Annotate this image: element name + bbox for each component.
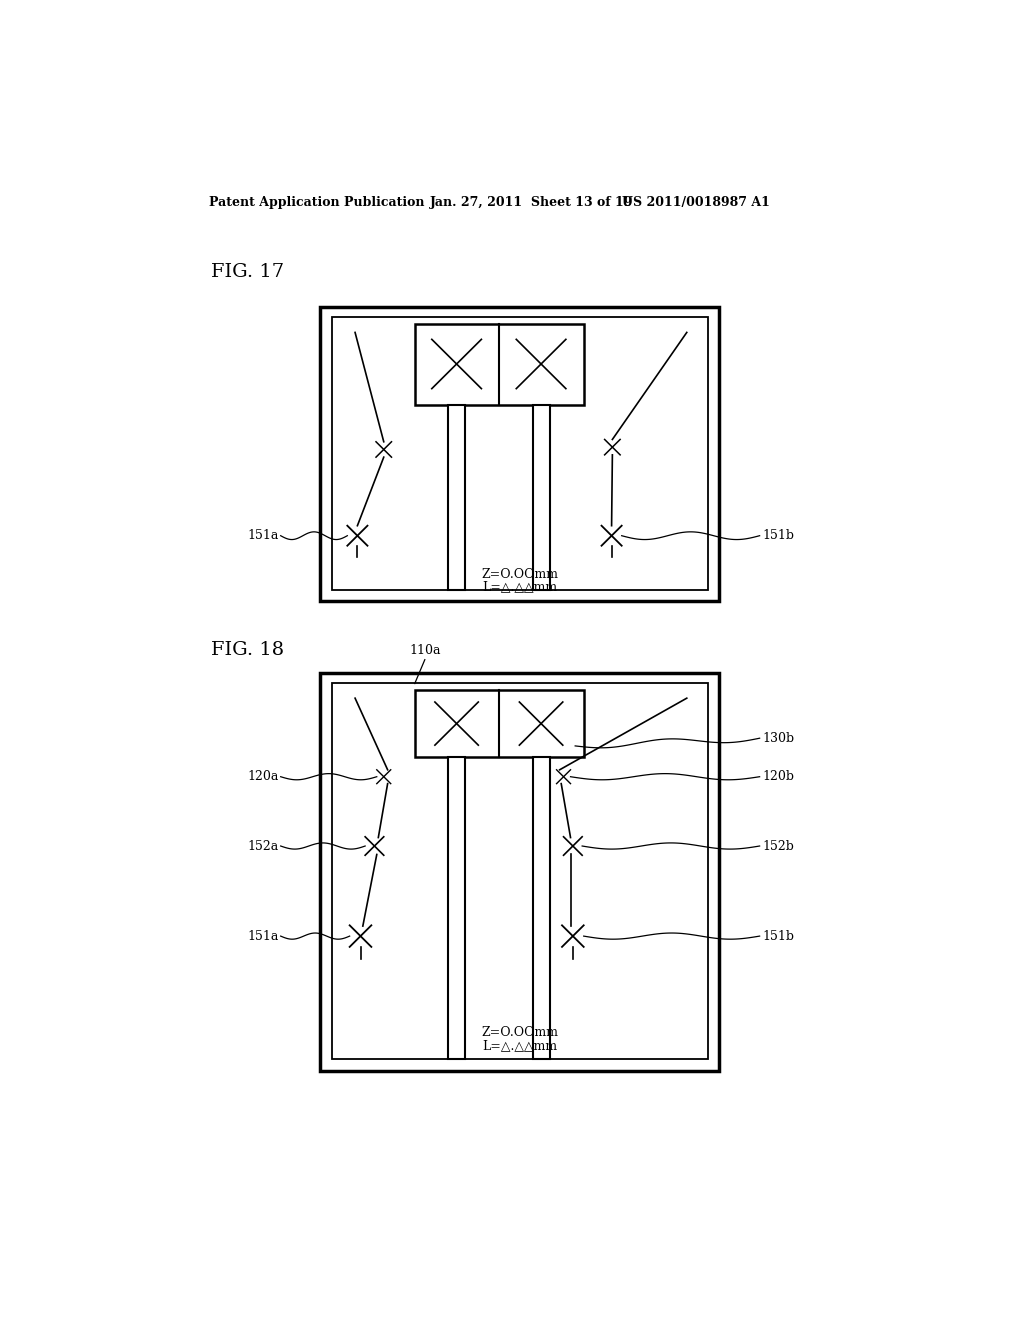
- Text: US 2011/0018987 A1: US 2011/0018987 A1: [623, 195, 770, 209]
- Text: 151a: 151a: [247, 929, 279, 942]
- Text: L=△.△△mm: L=△.△△mm: [482, 579, 558, 593]
- Text: Z=O.OOmm: Z=O.OOmm: [481, 1026, 559, 1039]
- Bar: [532, 405, 550, 590]
- Text: Z=O.OOmm: Z=O.OOmm: [481, 568, 559, 581]
- Text: 151a: 151a: [247, 529, 279, 543]
- Text: 151b: 151b: [762, 529, 794, 543]
- Text: FIG. 18: FIG. 18: [211, 640, 284, 659]
- Bar: [415, 689, 584, 758]
- Text: Patent Application Publication: Patent Application Publication: [209, 195, 425, 209]
- Bar: [532, 758, 550, 1059]
- Text: 152b: 152b: [762, 840, 794, 853]
- Text: FIG. 17: FIG. 17: [211, 264, 284, 281]
- Bar: [321, 673, 719, 1071]
- Text: 110a: 110a: [409, 644, 440, 657]
- Text: Jan. 27, 2011  Sheet 13 of 19: Jan. 27, 2011 Sheet 13 of 19: [430, 195, 634, 209]
- Text: 151b: 151b: [762, 929, 794, 942]
- Text: 120b: 120b: [762, 770, 794, 783]
- Bar: [449, 405, 465, 590]
- Bar: [449, 758, 465, 1059]
- Bar: [321, 308, 719, 601]
- Text: 120a: 120a: [247, 770, 279, 783]
- Text: L=△.△△mm: L=△.△△mm: [482, 1040, 558, 1053]
- Text: 130b: 130b: [762, 731, 794, 744]
- Bar: [332, 317, 709, 590]
- Text: 152a: 152a: [247, 840, 279, 853]
- Bar: [415, 323, 584, 405]
- Bar: [332, 682, 709, 1059]
